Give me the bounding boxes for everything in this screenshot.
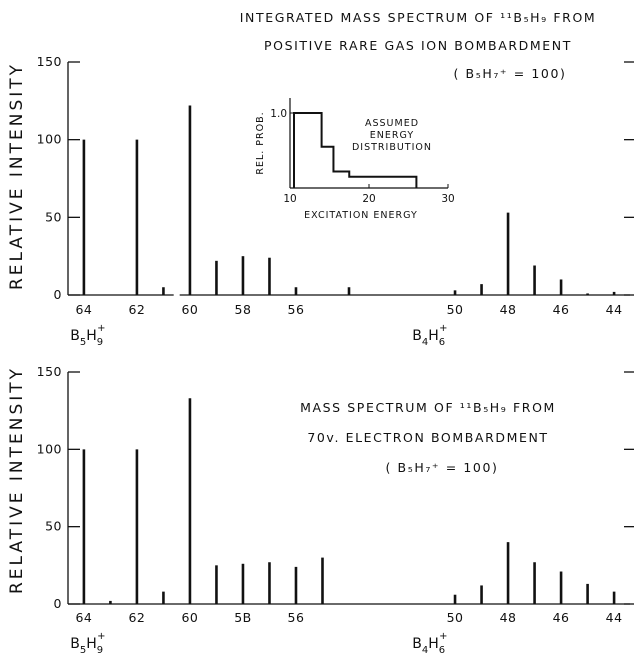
chart-title-line: MASS SPECTRUM OF ¹¹B₅H₉ FROM [300, 400, 556, 415]
y-axis-label: RELATIVE INTENSITY [7, 366, 27, 594]
ion-label: B4H6+ [412, 631, 447, 653]
x-tick-label: 46 [553, 610, 570, 625]
normalization-note: ( B₅H₇⁺ = 100) [453, 66, 566, 81]
chart-title-line: INTEGRATED MASS SPECTRUM OF ¹¹B₅H₉ FROM [240, 10, 597, 25]
bottom-spectrum-panel: MASS SPECTRUM OF ¹¹B₅H₉ FROM 70v. ELECTRO… [7, 364, 634, 653]
y-tick-label: 50 [45, 209, 62, 224]
inset-x-label: EXCITATION ENERGY [304, 210, 418, 221]
x-tick-label: 48 [500, 302, 517, 317]
y-axis-label: RELATIVE INTENSITY [7, 62, 27, 290]
ion-label: B4H6+ [412, 323, 447, 348]
x-tick-label: 62 [128, 302, 145, 317]
normalization-note: ( B₅H₇⁺ = 100) [385, 460, 498, 475]
inset-y-tick-label: 1.0 [270, 108, 287, 120]
x-tick-label: 46 [553, 302, 570, 317]
inset-x-tick-label: 30 [441, 193, 454, 205]
x-tick-label: 50 [447, 610, 464, 625]
y-tick-label: 150 [37, 54, 62, 69]
inset-title-line: DISTRIBUTION [352, 142, 432, 153]
ion-label: B5H9+ [70, 631, 105, 653]
y-tick-label: 100 [37, 132, 62, 147]
inset-x-tick-label: 10 [283, 193, 296, 205]
chart-title-line: 70v. ELECTRON BOMBARDMENT [307, 430, 548, 445]
x-tick-label: 44 [606, 302, 623, 317]
x-tick-label: 48 [500, 610, 517, 625]
x-tick-label: 62 [128, 610, 145, 625]
y-tick-label: 150 [37, 364, 62, 379]
x-tick-label: 58 [235, 302, 252, 317]
ion-label: B5H9+ [70, 323, 105, 348]
y-tick-label: 0 [54, 596, 62, 611]
x-tick-label: 64 [75, 302, 92, 317]
y-tick-label: 100 [37, 441, 62, 456]
top-spectrum-panel: INTEGRATED MASS SPECTRUM OF ¹¹B₅H₉ FROM P… [7, 10, 634, 348]
inset-y-label: REL. PROB. [255, 111, 266, 174]
inset-step-distribution [293, 112, 418, 188]
x-tick-label: 56 [288, 610, 305, 625]
inset-title-line: ENERGY [370, 130, 414, 141]
inset-x-tick-label: 20 [362, 193, 375, 205]
x-tick-label: 60 [181, 610, 198, 625]
x-tick-label: 56 [288, 302, 305, 317]
x-tick-label: 50 [447, 302, 464, 317]
inset-title-line: ASSUMED [365, 118, 419, 129]
x-tick-label: 60 [181, 302, 198, 317]
chart-title-line: POSITIVE RARE GAS ION BOMBARDMENT [264, 38, 572, 53]
x-tick-label: 44 [606, 610, 623, 625]
y-tick-label: 0 [54, 287, 62, 302]
y-tick-label: 50 [45, 519, 62, 534]
x-tick-label: 5B [234, 610, 252, 625]
x-tick-label: 64 [75, 610, 92, 625]
